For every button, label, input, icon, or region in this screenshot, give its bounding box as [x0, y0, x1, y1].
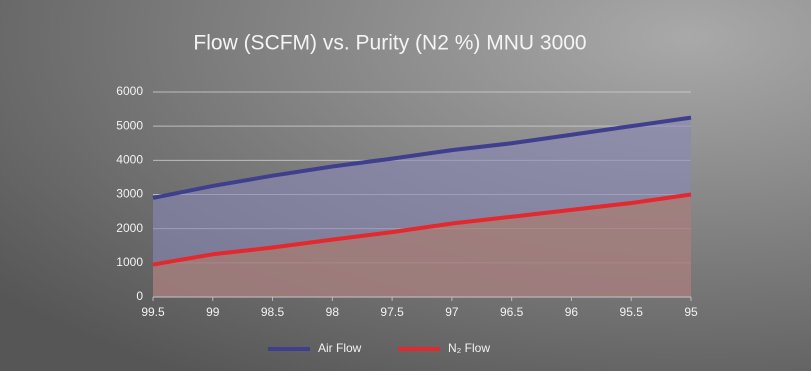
- x-tick-label: 97.5: [380, 305, 404, 319]
- y-tick-label: 0: [136, 289, 143, 303]
- x-tick-label: 99: [206, 305, 220, 319]
- line: [152, 192, 692, 267]
- y-tick-label: 3000: [116, 187, 143, 201]
- legend-label: Air Flow: [318, 341, 362, 355]
- y-tick-label: 6000: [116, 84, 143, 98]
- line: [152, 115, 692, 200]
- legend-label: N₂ Flow: [448, 341, 490, 355]
- y-tick-label: 1000: [116, 255, 143, 269]
- x-tick-label: 95: [684, 305, 698, 319]
- x-tick-label: 96: [565, 305, 579, 319]
- x-tick-label: 95.5: [620, 305, 644, 319]
- area: [153, 194, 691, 297]
- y-tick-label: 2000: [116, 221, 143, 235]
- y-tick-label: 4000: [116, 153, 143, 167]
- x-tick-label: 96.5: [500, 305, 524, 319]
- chart-title: Flow (SCFM) vs. Purity (N2 %) MNU 3000: [193, 32, 586, 55]
- x-tick-label: 98: [326, 305, 340, 319]
- y-tick-label: 5000: [116, 118, 143, 132]
- x-tick-label: 98.5: [261, 305, 285, 319]
- x-tick-label: 99.5: [141, 305, 165, 319]
- x-tick-label: 97: [445, 305, 459, 319]
